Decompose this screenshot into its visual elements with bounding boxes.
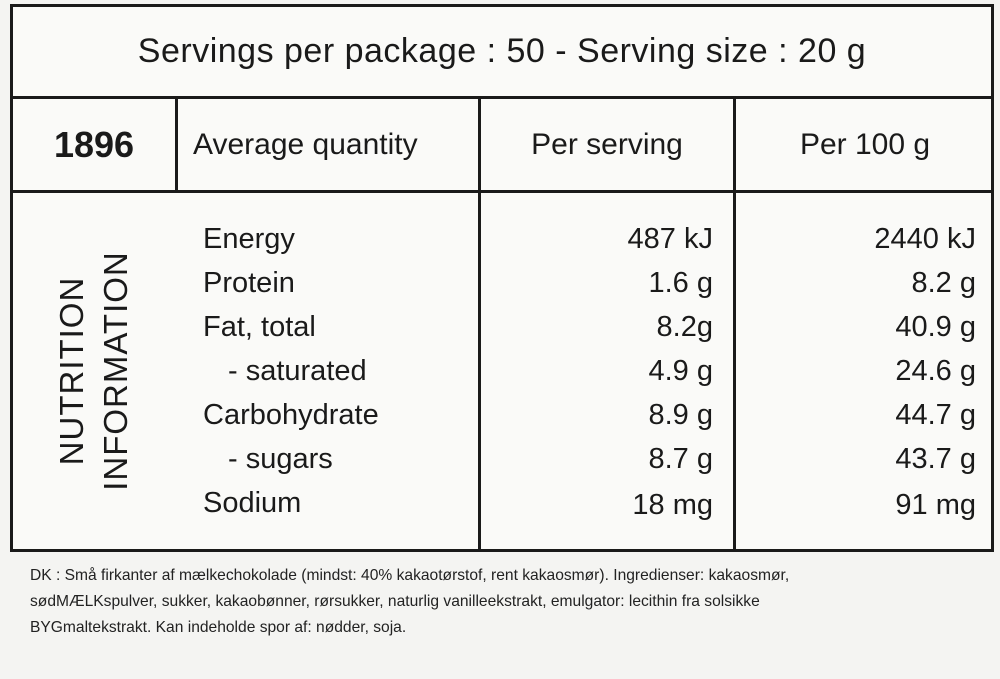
side-label-line1: NUTRITION xyxy=(53,276,91,466)
per-100g-value: 40.9 g xyxy=(895,311,976,343)
ingredients-text: DK : Små firkanter af mælkechokolade (mi… xyxy=(30,563,990,641)
product-code-cell: 1896 xyxy=(13,99,175,193)
per-serving-value: 18 mg xyxy=(632,489,713,521)
nutrient-name: Fat, total xyxy=(203,311,316,343)
divider-1 xyxy=(175,99,178,193)
per-serving-value: 1.6 g xyxy=(648,267,714,299)
nutrition-table: Servings per package : 50 - Serving size… xyxy=(10,4,994,552)
average-quantity-label: Average quantity xyxy=(193,127,418,161)
per-serving-value: 8.9 g xyxy=(648,399,714,431)
nutrient-name: Sodium xyxy=(203,487,302,519)
per-serving-value: 4.9 g xyxy=(648,355,714,387)
servings-header: Servings per package : 50 - Serving size… xyxy=(13,7,991,99)
ingredients-line-1: DK : Små firkanter af mælkechokolade (mi… xyxy=(30,567,790,584)
nutrient-name: Protein xyxy=(203,267,295,299)
nutrient-name: - sugars xyxy=(228,443,333,475)
per-serving-value: 487 kJ xyxy=(627,223,713,255)
nutrient-name: - saturated xyxy=(228,355,367,387)
ingredients-line-3: BYGmaltekstrakt. Kan indeholde spor af: … xyxy=(30,619,407,636)
average-quantity-header: Average quantity xyxy=(178,99,478,193)
per-100g-value: 2440 kJ xyxy=(874,223,976,255)
per-serving-header: Per serving xyxy=(481,99,733,193)
per-serving-value: 8.2g xyxy=(656,311,713,343)
per-100g-value: 91 mg xyxy=(895,489,976,521)
per-100g-value: 8.2 g xyxy=(911,267,977,299)
per-100g-value: 24.6 g xyxy=(895,355,976,387)
servings-text: Servings per package : 50 - Serving size… xyxy=(137,32,867,70)
divider-2 xyxy=(478,99,481,549)
per-serving-value: 8.7 g xyxy=(648,443,714,475)
ingredients-line-2: sødMÆLKspulver, sukker, kakaobønner, rør… xyxy=(30,593,760,610)
side-label-line2: INFORMATION xyxy=(97,251,135,491)
per-100g-label: Per 100 g xyxy=(799,127,931,161)
per-100g-value: 44.7 g xyxy=(895,399,976,431)
per-serving-label: Per serving xyxy=(531,127,683,161)
divider-3 xyxy=(733,99,736,549)
product-code: 1896 xyxy=(53,123,135,165)
nutrient-name: Energy xyxy=(203,223,295,255)
side-label: NUTRITION INFORMATION xyxy=(13,193,175,549)
per-100g-header: Per 100 g xyxy=(736,99,994,193)
per-100g-value: 43.7 g xyxy=(895,443,976,475)
nutrient-name: Carbohydrate xyxy=(203,399,379,431)
